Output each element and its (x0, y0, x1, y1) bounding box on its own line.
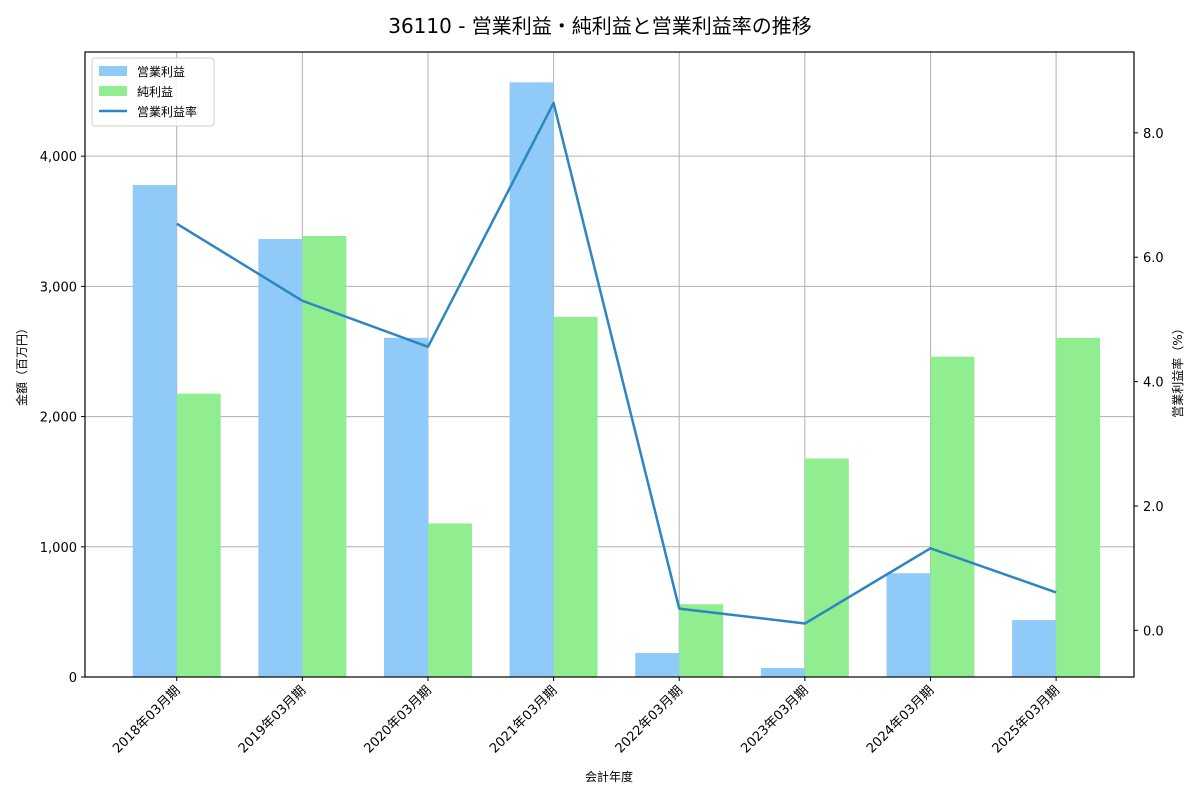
x-axis: 2018年03月期 2019年03月期 2020年03月期 2021年03月期 2022… (110, 677, 1063, 757)
y2-tick-label: 2.0 (1143, 500, 1164, 515)
y-tick-label: 1,000 (40, 541, 77, 556)
x-tick-label: 2020年03月期 (362, 683, 435, 756)
bar-net-profit (553, 316, 598, 677)
bar-net-profit (804, 458, 849, 677)
chart-title: 36110 - 営業利益・純利益と営業利益率の推移 (388, 14, 812, 38)
y2-tick-label: 8.0 (1143, 127, 1164, 142)
bar-operating-profit (886, 573, 931, 677)
y-tick-label: 0 (69, 671, 77, 686)
y-tick-label: 2,000 (40, 411, 77, 426)
bar-net-profit (1056, 337, 1101, 677)
x-tick-label: 2022年03月期 (613, 683, 686, 756)
gridlines (85, 52, 1134, 678)
y2-tick-label: 4.0 (1143, 376, 1164, 391)
x-tick-label: 2025年03月期 (990, 683, 1063, 756)
legend-item-label: 純利益 (137, 85, 173, 99)
x-tick-label: 2024年03月期 (864, 683, 937, 756)
margin-line (176, 101, 1057, 625)
y-axis-label: 金額（百万円） (14, 322, 29, 406)
x-axis-label: 会計年度 (585, 769, 633, 784)
bar-operating-profit (509, 82, 554, 677)
legend-item-label: 営業利益率 (137, 104, 197, 119)
left-axis: 0 1,000 2,000 3,000 4,000 (40, 150, 85, 686)
y2-tick-label: 6.0 (1143, 251, 1164, 266)
bar-operating-profit (635, 653, 680, 677)
bar-net-profit (427, 523, 472, 677)
bar-operating-profit (1012, 620, 1057, 677)
x-tick-label: 2018年03月期 (110, 683, 183, 756)
right-axis: 0.0 2.0 4.0 6.0 8.0 (1134, 127, 1164, 639)
bar-net-profit (176, 393, 221, 677)
y-tick-label: 3,000 (40, 280, 77, 295)
bars (132, 82, 1101, 677)
bar-operating-profit (258, 238, 303, 677)
y2-tick-label: 0.0 (1143, 624, 1164, 639)
x-tick-label: 2019年03月期 (236, 683, 309, 756)
bar-operating-profit (760, 668, 805, 677)
bar-net-profit (679, 604, 724, 677)
y-tick-label: 4,000 (40, 150, 77, 165)
bar-net-profit (930, 356, 975, 677)
legend-item-label: 営業利益 (137, 65, 185, 79)
bar-operating-profit (383, 337, 428, 677)
x-tick-label: 2023年03月期 (738, 683, 811, 756)
x-tick-label: 2021年03月期 (487, 683, 560, 756)
y2-axis-label: 営業利益率（%） (1170, 322, 1185, 417)
bar-operating-profit (132, 185, 177, 677)
plot-frame (84, 51, 1135, 678)
